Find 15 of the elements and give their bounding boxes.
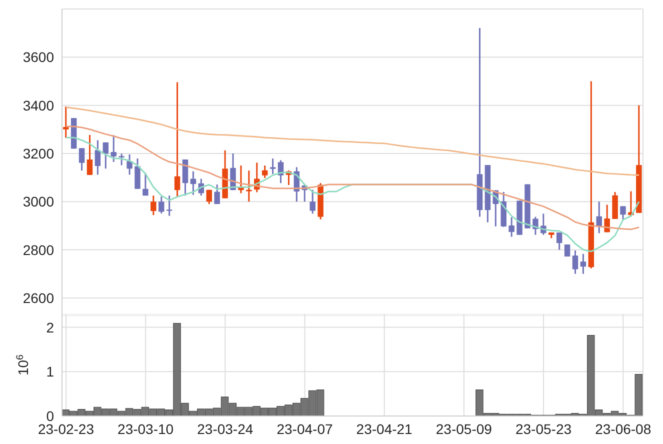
x-tick-label: 23-05-09	[436, 420, 492, 437]
y-tick-label: 2600	[22, 290, 54, 306]
y-tick-label: 2	[46, 319, 54, 336]
x-tick-label: 23-04-07	[276, 420, 333, 437]
x-tick-label: 23-05-23	[515, 420, 572, 437]
y-tick-label: 1	[46, 364, 54, 380]
y-tick-label: 3200	[22, 145, 54, 162]
x-tick-label: 23-03-24	[197, 420, 254, 437]
x-tick-label: 23-03-10	[118, 420, 174, 437]
y-tick-label: 3600	[22, 49, 54, 66]
y-tick-label: 3400	[22, 97, 54, 114]
x-tick-label: 23-06-08	[595, 420, 652, 437]
y-tick-label: 3000	[22, 194, 54, 210]
y-tick-label: 2800	[22, 242, 54, 258]
x-tick-label: 23-04-21	[356, 420, 413, 437]
